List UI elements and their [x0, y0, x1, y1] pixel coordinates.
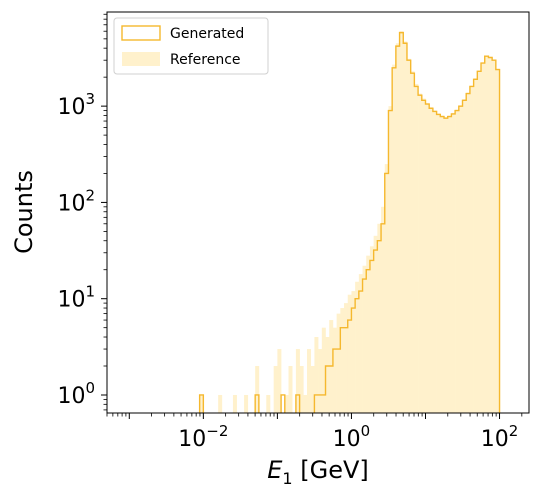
- reference-bar: [429, 106, 434, 413]
- reference-bar: [266, 394, 271, 413]
- y-axis-ticks: 100 101 102 103: [57, 13, 107, 411]
- x-axis-label-symbol: E: [267, 456, 283, 484]
- reference-bar: [495, 68, 500, 413]
- reference-bar: [388, 106, 393, 413]
- reference-bar: [362, 265, 367, 413]
- reference-bar: [369, 246, 374, 413]
- legend-swatch-generated: [121, 25, 161, 41]
- reference-bar: [403, 41, 408, 413]
- reference-bar: [473, 78, 478, 413]
- reference-bar: [466, 92, 471, 413]
- y-axis-label: Counts: [10, 170, 38, 254]
- reference-bar: [321, 327, 326, 413]
- reference-bar: [325, 337, 330, 413]
- reference-bar: [418, 93, 423, 413]
- reference-bar: [381, 206, 386, 413]
- x-axis-ticks: 10−2 100 102: [106, 413, 523, 452]
- reference-bar: [340, 308, 345, 413]
- axes-frame: [106, 11, 530, 414]
- reference-bar: [469, 85, 474, 413]
- reference-bar: [344, 303, 349, 413]
- x-axis-label-unit: [GeV]: [293, 456, 369, 484]
- reference-bar: [421, 98, 426, 413]
- reference-bar: [373, 235, 378, 413]
- reference-bar: [432, 110, 437, 413]
- legend-swatch-reference: [122, 52, 160, 66]
- reference-bar: [358, 274, 363, 413]
- reference-bar: [299, 366, 304, 413]
- reference-bar: [484, 55, 489, 413]
- reference-bar: [303, 394, 308, 413]
- reference-bar: [355, 281, 360, 413]
- legend-label-generated: Generated: [170, 26, 244, 42]
- reference-bar: [462, 99, 467, 413]
- reference-bar: [477, 70, 482, 413]
- reference-bar: [244, 394, 249, 413]
- reference-bar: [295, 349, 300, 413]
- reference-bar: [255, 366, 260, 413]
- reference-bar: [395, 43, 400, 413]
- reference-bar: [199, 394, 204, 413]
- reference-bar: [406, 58, 411, 413]
- reference-bar: [392, 64, 397, 413]
- x-tick-label: 102: [481, 422, 519, 452]
- x-tick-label: 100: [333, 422, 371, 452]
- reference-bar: [366, 255, 371, 413]
- reference-bar: [481, 62, 486, 413]
- legend: Generated Reference: [113, 17, 269, 75]
- y-tick-label: 100: [57, 379, 95, 409]
- reference-bar: [384, 164, 389, 413]
- reference-bar: [218, 394, 223, 413]
- reference-bar: [332, 327, 337, 413]
- y-tick-label: 102: [57, 186, 95, 216]
- reference-bar: [488, 56, 493, 413]
- x-axis-label: E1 [GeV]: [267, 456, 369, 488]
- reference-bar: [414, 83, 419, 413]
- y-tick-label: 103: [57, 90, 95, 120]
- reference-bar: [399, 31, 404, 413]
- reference-bar: [443, 117, 448, 413]
- reference-bar: [284, 394, 289, 413]
- reference-bar: [277, 349, 282, 413]
- x-tick-label: 10−2: [178, 422, 228, 452]
- reference-bar: [440, 115, 445, 413]
- legend-label-reference: Reference: [170, 52, 241, 68]
- reference-bar: [318, 349, 323, 413]
- reference-bar: [492, 59, 497, 413]
- reference-bar: [288, 366, 293, 413]
- reference-series: [199, 31, 500, 413]
- plot-area: [198, 31, 501, 413]
- reference-bar: [436, 113, 441, 413]
- reference-bar: [336, 313, 341, 413]
- reference-bar: [410, 71, 415, 413]
- reference-bar: [314, 337, 319, 413]
- reference-bar: [377, 223, 382, 413]
- reference-bar: [347, 294, 352, 413]
- y-tick-label: 101: [57, 283, 95, 313]
- reference-bar: [351, 291, 356, 413]
- reference-bar: [458, 105, 463, 413]
- x-axis-label-subscript: 1: [282, 469, 292, 488]
- reference-bar: [451, 112, 456, 413]
- reference-bar: [425, 102, 430, 413]
- reference-bar: [307, 349, 312, 413]
- reference-bar: [273, 366, 278, 413]
- generated-series-step-line: [198, 31, 501, 413]
- reference-bar: [455, 109, 460, 413]
- reference-bar: [232, 394, 237, 413]
- reference-bar: [447, 115, 452, 413]
- reference-bar: [310, 366, 315, 413]
